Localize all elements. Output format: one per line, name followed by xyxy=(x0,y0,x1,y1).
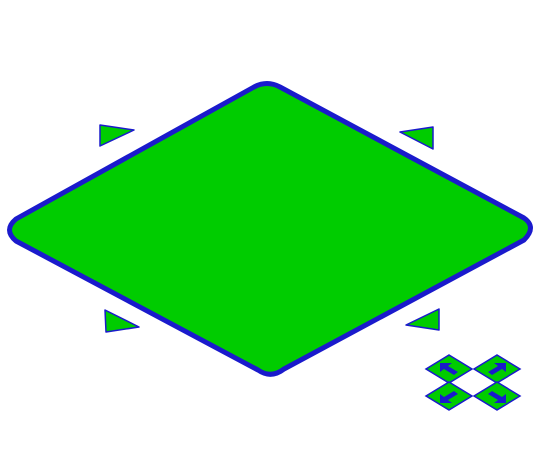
arrow-down-left-icon xyxy=(440,391,458,403)
move-down-left-button[interactable] xyxy=(424,381,474,411)
isometric-tile[interactable] xyxy=(7,81,533,377)
arrow-up-left-icon xyxy=(440,363,458,375)
move-down-right-button[interactable] xyxy=(472,381,522,411)
resize-handle-bottom-left-icon[interactable] xyxy=(104,309,140,333)
move-up-right-button[interactable] xyxy=(472,354,522,384)
resize-handle-top-right-icon[interactable] xyxy=(399,126,434,150)
move-up-left-button[interactable] xyxy=(424,354,474,384)
arrow-down-right-icon xyxy=(488,391,506,403)
move-widget xyxy=(424,354,522,411)
arrow-up-right-icon xyxy=(488,363,506,375)
resize-handle-top-left-icon[interactable] xyxy=(99,124,135,147)
resize-handle-bottom-right-icon[interactable] xyxy=(405,308,440,331)
